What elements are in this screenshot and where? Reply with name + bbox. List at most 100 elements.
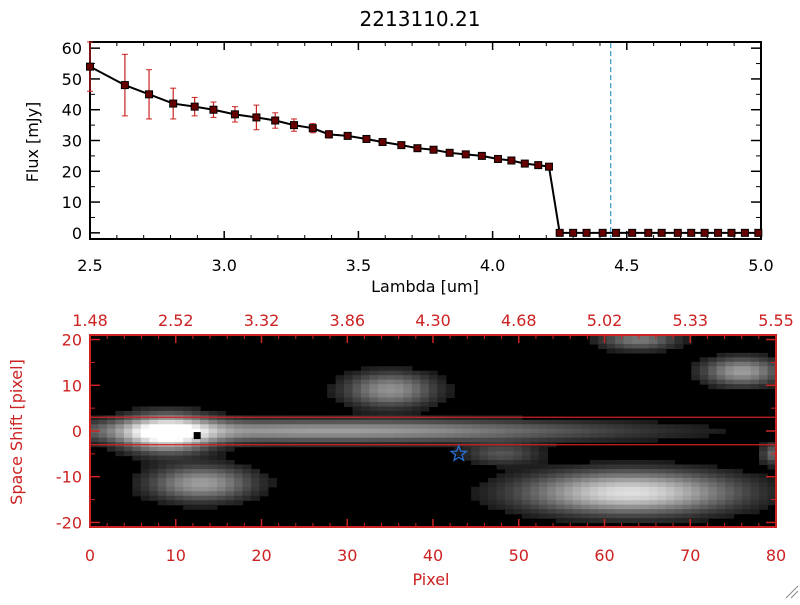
heatmap-cell [157, 455, 167, 461]
heatmap-cell [250, 491, 260, 497]
heatmap-cell [615, 424, 625, 430]
heatmap-cell [665, 460, 675, 466]
heatmap-cell [157, 428, 167, 434]
heatmap-cell [538, 419, 548, 425]
heatmap-cell [403, 393, 413, 399]
heatmap-cell [733, 375, 743, 381]
heatmap-cell [377, 370, 388, 376]
heatmap-cell [759, 352, 769, 358]
heatmap-cell [581, 473, 591, 479]
heatmap-cell [606, 460, 616, 466]
heatmap-cell [648, 460, 659, 466]
heatmap-cell [352, 433, 362, 439]
heatmap-cell [411, 384, 421, 390]
heatmap-cell [377, 388, 388, 394]
heatmap-cell [750, 352, 760, 358]
heatmap-cell [411, 415, 421, 421]
heatmap-cell [411, 419, 421, 425]
heatmap-cell [183, 486, 193, 492]
heatmap-cell [632, 486, 642, 492]
heatmap-cell [513, 428, 523, 434]
heatmap-cell [691, 495, 701, 501]
heatmap-cell [632, 433, 642, 439]
heatmap-cell [742, 477, 752, 483]
heatmap-cell [428, 424, 438, 430]
heatmap-cell [547, 495, 557, 501]
heatmap-cell [454, 433, 464, 439]
heatmap-cell [564, 424, 574, 430]
heatmap-cell [293, 428, 303, 434]
heatmap-cell [648, 339, 659, 345]
resize-grip-icon[interactable] [785, 585, 799, 599]
heatmap-cell [716, 379, 726, 385]
heatmap-cell [276, 428, 286, 434]
heatmap-cell [369, 393, 379, 399]
heatmap-cell [640, 335, 650, 341]
heatmap-cell [555, 486, 565, 492]
heatmap-cell [293, 424, 303, 430]
heatmap-cell [564, 482, 574, 488]
heatmap-cell [674, 343, 684, 349]
heatmap-cell [183, 437, 193, 443]
heatmap-cell [691, 468, 701, 475]
heatmap-cell [344, 375, 354, 381]
heatmap-cell [665, 424, 675, 430]
data-point [700, 228, 709, 237]
heatmap-cell [174, 428, 184, 434]
heatmap-cell [632, 437, 642, 443]
heatmap-cell [606, 335, 616, 341]
heatmap-cell [606, 428, 616, 434]
heatmap-cell [403, 388, 413, 394]
heatmap-cell [361, 388, 371, 394]
heatmap-cell [513, 419, 523, 425]
heatmap-cell [454, 437, 464, 443]
heatmap-cell [615, 473, 625, 479]
heatmap-cell [725, 379, 735, 385]
heatmap-cell [149, 419, 159, 425]
heatmap-cell [513, 446, 523, 452]
heatmap-cell [538, 504, 548, 510]
heatmap-cell [344, 415, 354, 421]
heatmap-cell [361, 384, 371, 390]
heatmap-cell [504, 424, 515, 430]
heatmap-cell [623, 339, 633, 345]
heatmap-cell [674, 433, 684, 439]
heatmap-cell [200, 504, 210, 510]
heatmap-cell [157, 477, 167, 483]
heatmap-cell [335, 397, 345, 403]
heatmap-cell [208, 455, 218, 461]
heatmap-cell [572, 428, 582, 434]
heatmap-cell [166, 406, 176, 412]
heatmap-cell [606, 437, 616, 443]
heatmap-cell [623, 419, 633, 425]
heatmap-cell [682, 433, 692, 439]
heatmap-cell [318, 437, 328, 443]
heatmap-cell [513, 468, 523, 475]
heatmap-cell [352, 437, 362, 443]
heatmap-cell [488, 455, 498, 461]
heatmap-cell [242, 477, 252, 483]
heatmap-cell [496, 433, 506, 439]
heatmap-cell [200, 455, 210, 461]
heatmap-cell [657, 491, 667, 497]
heatmap-cell [191, 495, 201, 501]
heatmap-cell [538, 495, 548, 501]
heatmap-cell [369, 415, 379, 421]
heatmap-cell [598, 513, 608, 519]
heatmap-cell [759, 370, 769, 376]
heatmap-cell [615, 468, 625, 475]
heatmap-cell [496, 437, 506, 443]
heatmap-cell [115, 446, 125, 452]
heatmap-cell [428, 437, 438, 443]
heatmap-cell [606, 473, 616, 479]
heatmap-cell [361, 424, 371, 430]
heatmap-cell [513, 495, 523, 501]
data-point [271, 116, 280, 125]
heatmap-cell [310, 415, 320, 421]
heatmap-cell [674, 477, 684, 483]
heatmap-cell [598, 518, 608, 524]
heatmap-cell [657, 348, 667, 354]
heatmap-cell [530, 446, 540, 452]
heatmap-cell [301, 419, 311, 425]
heatmap-cell [217, 419, 227, 425]
